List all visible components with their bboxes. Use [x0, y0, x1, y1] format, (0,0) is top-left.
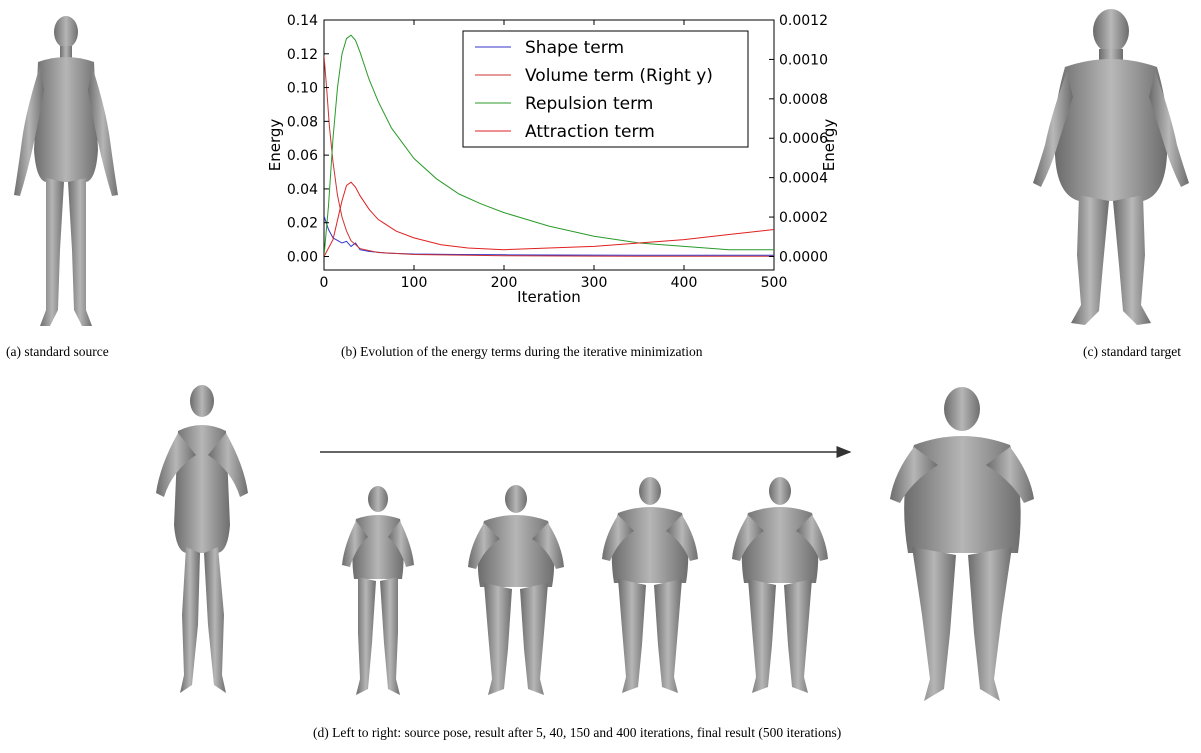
figure-c-standard-target: [1025, 5, 1195, 330]
y-axis-label-left: Energy: [266, 119, 284, 172]
pose-sequence-svg: [156, 385, 1034, 701]
y-tick-label-left: 0.14: [287, 13, 318, 29]
x-tick-label: 0: [320, 275, 329, 291]
x-tick-label: 300: [581, 275, 608, 291]
y-tick-label-left: 0.08: [287, 114, 318, 130]
y-tick-label-right: 0.0000: [779, 249, 828, 265]
legend-entry: Shape term: [525, 38, 624, 58]
figure-d-sequence: [150, 375, 1050, 715]
legend-entry: Repulsion term: [525, 94, 653, 114]
y-tick-label-left: 0.04: [287, 182, 318, 198]
y-tick-label-right: 0.0004: [779, 171, 828, 187]
caption-d: (d) Left to right: source pose, result a…: [313, 725, 842, 740]
y-tick-label-right: 0.0008: [779, 92, 828, 108]
y-tick-label-right: 0.0012: [779, 13, 828, 29]
x-axis-label: Iteration: [517, 288, 581, 306]
legend-box: [462, 30, 749, 148]
series-line-3: [324, 181, 774, 257]
y-axis-label-right: Energy: [820, 119, 838, 172]
energy-chart-svg: 0 100 200 300 400 500 0.00 0.02 0.04 0.06 0.08 0.10…: [266, 13, 838, 306]
iteration-150-figure: [602, 477, 698, 693]
x-tick-label: 100: [401, 275, 428, 291]
caption-b: (b) Evolution of the energy terms during…: [341, 344, 703, 359]
figure-a-standard-source: [0, 10, 130, 330]
legend: Shape term Volume term (Right y) Repulsion…: [462, 30, 749, 148]
caption-c: (c) standard target: [1083, 344, 1181, 359]
legend-entry: Attraction term: [525, 122, 655, 142]
y-tick-label-left: 0.06: [287, 148, 318, 164]
energy-chart: 0 100 200 300 400 500 0.00 0.02 0.04 0.06 0.08 0.10…: [258, 5, 858, 315]
source-pose-figure: [156, 385, 248, 693]
x-tick-label: 200: [491, 275, 518, 291]
series-line-1: [324, 55, 774, 257]
iteration-400-figure: [732, 477, 828, 693]
iteration-40-figure: [468, 485, 564, 695]
y-tick-label-right: 0.0002: [779, 210, 828, 226]
legend-entry: Volume term (Right y): [525, 66, 713, 86]
final-result-figure: [890, 387, 1034, 701]
y-tick-label-left: 0.00: [287, 249, 318, 265]
caption-a: (a) standard source: [6, 344, 109, 359]
x-tick-label: 400: [671, 275, 698, 291]
y-tick-label-left: 0.10: [287, 81, 318, 97]
plot-frame: [323, 19, 775, 271]
iteration-5-figure: [342, 486, 414, 695]
human-figure-icon: [1033, 9, 1189, 325]
y-tick-label-right: 0.0010: [779, 52, 828, 68]
series-line-0: [324, 215, 774, 256]
y-tick-label-left: 0.02: [287, 216, 318, 232]
x-tick-label: 500: [761, 275, 788, 291]
human-figure-icon: [14, 16, 118, 326]
series-line-2: [324, 34, 774, 257]
y-tick-label-left: 0.12: [287, 47, 318, 63]
y-tick-label-right: 0.0006: [779, 131, 828, 147]
